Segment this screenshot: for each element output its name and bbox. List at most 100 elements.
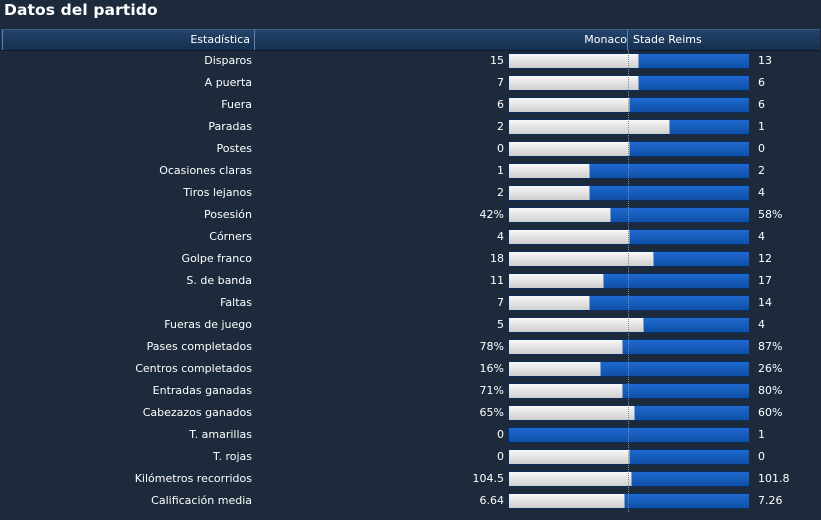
home-value: 6 [497,98,504,111]
home-share-fill [509,450,630,464]
stat-row: Fuera 6 6 [0,94,821,116]
away-value: 14 [758,296,772,309]
stat-row: T. rojas 0 0 [0,446,821,468]
stat-label: Tiros lejanos [183,186,252,199]
stat-row: Kilómetros recorridos 104.5 101.8 [0,468,821,490]
comparison-bar [508,405,750,421]
stat-label: Postes [216,142,252,155]
home-share-fill [509,142,630,156]
stat-label: Kilómetros recorridos [134,472,252,485]
stat-row: Entradas ganadas 71% 80% [0,380,821,402]
home-share-fill [509,208,611,222]
stat-label: Córners [209,230,252,243]
comparison-bar [508,317,750,333]
away-value: 80% [758,384,783,397]
stat-label: Posesión [204,208,252,221]
home-share-fill [509,120,670,134]
comparison-bar [508,207,750,223]
stat-label: Faltas [220,296,252,309]
away-value: 4 [758,318,765,331]
away-value: 7.26 [758,494,783,507]
stat-label: Centros completados [135,362,252,375]
home-share-fill [509,296,590,310]
home-value: 7 [497,76,504,89]
comparison-bar [508,119,750,135]
stat-row: Posesión 42% 58% [0,204,821,226]
home-value: 6.64 [479,494,505,507]
stat-label: Paradas [208,120,252,133]
away-value: 2 [758,164,765,177]
away-value: 17 [758,274,772,287]
away-value: 87% [758,340,783,353]
stat-label: Cabezazos ganados [142,406,252,419]
home-value: 71% [479,384,504,397]
stat-row: Paradas 2 1 [0,116,821,138]
home-share-fill [509,54,639,68]
stat-label: Golpe franco [181,252,252,265]
comparison-bar [508,163,750,179]
home-value: 5 [497,318,504,331]
comparison-bar [508,493,750,509]
home-share-fill [509,406,635,420]
home-share-fill [509,384,623,398]
stat-label: Pases completados [146,340,252,353]
comparison-bar [508,471,750,487]
home-value: 0 [497,450,504,463]
home-share-fill [509,230,630,244]
home-share-fill [509,340,623,354]
comparison-bar [508,185,750,201]
column-header-away-team[interactable]: Stade Reims [633,33,702,46]
stat-label: S. de banda [186,274,252,287]
home-share-fill [509,318,644,332]
page-title: Datos del partido [4,1,158,19]
comparison-bar [508,383,750,399]
home-value: 4 [497,230,504,243]
stat-row: Postes 0 0 [0,138,821,160]
home-value: 1 [497,164,504,177]
stat-row: Golpe franco 18 12 [0,248,821,270]
away-value: 101.8 [758,472,790,485]
home-value: 0 [497,428,504,441]
stat-row: Cabezazos ganados 65% 60% [0,402,821,424]
stat-label: Entradas ganadas [152,384,252,397]
stat-row: Córners 4 4 [0,226,821,248]
stats-table-body: Disparos 15 13 A puerta 7 6 Fuera 6 6 Paradas 2 1 Po… [0,50,821,512]
home-value: 104.5 [472,472,505,485]
home-share-fill [509,494,625,508]
stat-row: Faltas 7 14 [0,292,821,314]
column-header-statistic[interactable]: Estadística [2,30,255,50]
comparison-bar [508,141,750,157]
home-value: 2 [497,186,504,199]
away-value: 1 [758,120,765,133]
home-share-fill [509,98,630,112]
away-value: 12 [758,252,772,265]
home-share-fill [509,76,639,90]
stat-row: A puerta 7 6 [0,72,821,94]
stat-row: Disparos 15 13 [0,50,821,72]
column-header-home-team[interactable]: Monaco [256,30,628,50]
stat-label: Fuera [221,98,252,111]
home-value: 78% [479,340,504,353]
stat-row: Pases completados 78% 87% [0,336,821,358]
comparison-bar [508,75,750,91]
stat-label: Calificación media [151,494,252,507]
home-share-fill [509,164,590,178]
away-value: 26% [758,362,783,375]
home-value: 0 [497,142,504,155]
home-share-fill [509,186,590,200]
comparison-bar [508,361,750,377]
comparison-bar [508,251,750,267]
away-value: 6 [758,76,765,89]
home-value: 15 [490,54,504,67]
comparison-bar [508,229,750,245]
stat-row: Tiros lejanos 2 4 [0,182,821,204]
home-share-fill [509,472,632,486]
home-value: 18 [490,252,504,265]
home-share-fill [509,362,601,376]
stat-row: Fueras de juego 5 4 [0,314,821,336]
stat-label: T. amarillas [189,428,252,441]
stat-label: T. rojas [213,450,252,463]
comparison-bar [508,449,750,465]
home-value: 2 [497,120,504,133]
home-share-fill [509,252,654,266]
